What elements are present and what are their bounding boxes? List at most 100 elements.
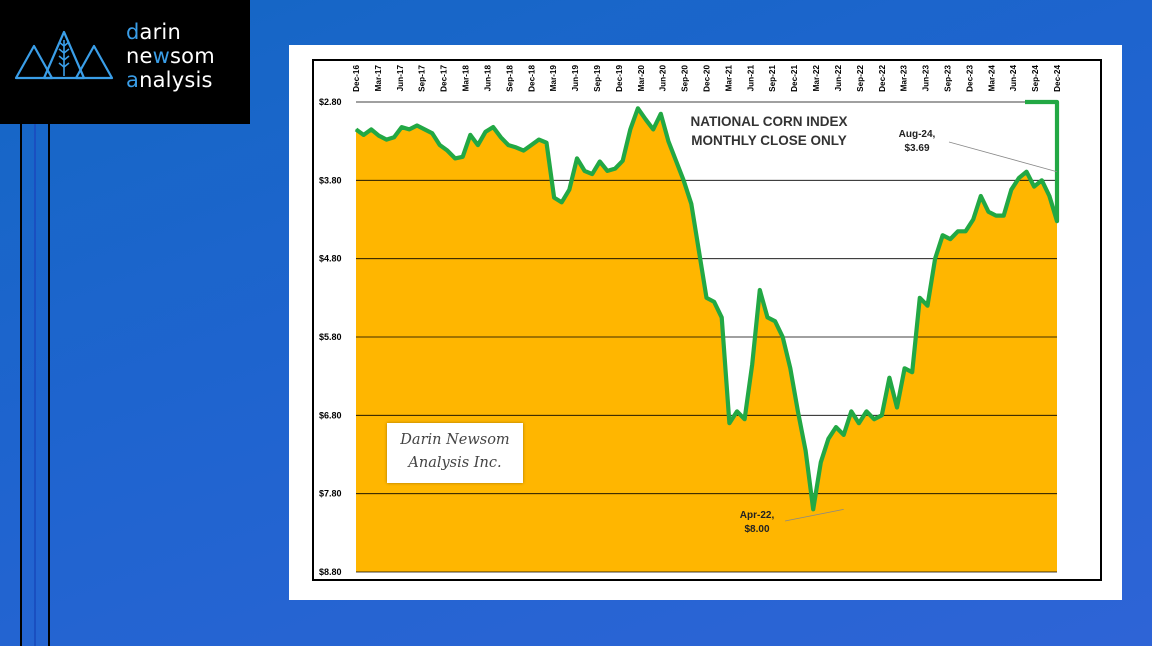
data-point-58 [797, 410, 799, 412]
data-point-89 [1033, 186, 1035, 188]
y-tick-label-0: $2.80 [319, 97, 342, 107]
data-point-14 [462, 156, 464, 158]
y-tick-label-6: $8.80 [319, 567, 342, 577]
data-point-17 [485, 131, 487, 133]
chart-title-line-2: MONTHLY CLOSE ONLY [691, 133, 847, 148]
data-point-72 [904, 367, 906, 369]
data-point-48 [721, 316, 723, 318]
x-tick-label-30: Jun-24 [1009, 65, 1018, 92]
data-point-34 [614, 168, 616, 170]
data-point-12 [446, 150, 448, 152]
data-point-82 [980, 195, 982, 197]
data-point-47 [713, 301, 715, 303]
data-point-77 [942, 234, 944, 236]
x-tick-label-19: Sep-21 [768, 65, 777, 92]
data-point-79 [957, 230, 959, 232]
data-point-11 [439, 144, 441, 146]
annotation-label-0-line-1: Aug-24, [899, 129, 936, 140]
data-point-56 [782, 336, 784, 338]
data-point-60 [812, 508, 814, 510]
annotation-leader-0 [948, 141, 1058, 173]
data-point-62 [827, 438, 829, 440]
x-tick-label-14: Jun-20 [659, 65, 668, 92]
data-point-49 [728, 422, 730, 424]
x-tick-label-24: Dec-22 [878, 65, 887, 92]
data-point-84 [995, 215, 997, 217]
y-tick-label-3: $5.80 [319, 332, 342, 342]
data-point-40 [660, 113, 662, 115]
x-tick-label-6: Jun-18 [483, 65, 492, 92]
corn-index-chart: $2.80 $3.80 $4.80 $5.80 $6.80 $7.80 $8.80 Dec-… [312, 59, 1102, 581]
data-point-38 [645, 118, 647, 120]
data-point-63 [835, 426, 837, 428]
watermark-line-2: Analysis Inc. [408, 455, 502, 471]
data-point-74 [919, 297, 921, 299]
y-tick-label-2: $4.80 [319, 254, 342, 264]
data-point-44 [690, 203, 692, 205]
x-tick-label-27: Sep-23 [943, 65, 952, 92]
data-point-37 [637, 107, 639, 109]
x-tick-label-16: Dec-20 [703, 65, 712, 92]
x-tick-label-10: Jun-19 [571, 65, 580, 92]
x-tick-label-5: Mar-18 [462, 65, 471, 92]
data-point-15 [469, 134, 471, 136]
data-point-67 [866, 410, 868, 412]
x-tick-label-20: Dec-21 [790, 65, 799, 92]
mountain-wheat-icon [14, 30, 114, 80]
data-point-20 [507, 144, 509, 146]
data-point-39 [652, 128, 654, 130]
data-point-92 [1056, 220, 1058, 222]
x-tick-label-26: Jun-23 [922, 65, 931, 92]
x-tick-label-0: Dec-16 [352, 65, 361, 92]
data-point-87 [1018, 177, 1020, 179]
data-point-66 [858, 422, 860, 424]
data-point-86 [1010, 189, 1012, 191]
data-point-78 [949, 238, 951, 240]
watermark-line-1: Darin Newsom [400, 432, 510, 448]
x-tick-label-23: Sep-22 [856, 65, 865, 92]
data-point-18 [492, 126, 494, 128]
data-point-22 [523, 150, 525, 152]
data-point-50 [736, 410, 738, 412]
x-tick-label-13: Mar-20 [637, 65, 646, 92]
data-point-80 [965, 230, 967, 232]
data-point-76 [934, 258, 936, 260]
data-point-69 [881, 414, 883, 416]
data-point-61 [820, 461, 822, 463]
logo: darin newsom analysis [0, 0, 250, 124]
data-point-32 [599, 161, 601, 163]
data-point-73 [911, 371, 913, 373]
watermark-box: Darin Newsom Analysis Inc. [387, 423, 523, 483]
data-point-24 [538, 139, 540, 141]
data-point-65 [850, 410, 852, 412]
data-point-26 [553, 197, 555, 199]
annotation-leader-1 [784, 508, 844, 522]
decor-line-3 [48, 124, 50, 646]
logo-wordmark: darin newsom analysis [126, 20, 215, 92]
data-point-2 [370, 128, 372, 130]
decor-line-2 [34, 124, 36, 646]
x-tick-label-4: Dec-17 [440, 65, 449, 92]
data-point-36 [629, 128, 631, 130]
data-point-91 [1048, 195, 1050, 197]
data-point-90 [1041, 179, 1043, 181]
data-point-42 [675, 160, 677, 162]
data-point-68 [873, 418, 875, 420]
data-point-59 [805, 450, 807, 452]
x-tick-label-15: Sep-20 [681, 65, 690, 92]
x-tick-label-21: Mar-22 [812, 65, 821, 92]
x-tick-label-32: Dec-24 [1053, 65, 1062, 92]
logo-line-3: analysis [126, 68, 213, 92]
data-point-31 [591, 173, 593, 175]
logo-line-1: darin [126, 20, 181, 44]
data-point-57 [789, 367, 791, 369]
x-tick-label-25: Mar-23 [900, 65, 909, 92]
annotation-label-1-line-1: Apr-22, [740, 510, 775, 521]
x-tick-label-1: Mar-17 [374, 65, 383, 92]
data-point-52 [751, 363, 753, 365]
data-point-83 [987, 211, 989, 213]
x-tick-label-9: Mar-19 [549, 65, 558, 92]
decor-line-1 [20, 124, 22, 646]
data-point-88 [1026, 171, 1028, 173]
x-tick-label-12: Dec-19 [615, 65, 624, 92]
